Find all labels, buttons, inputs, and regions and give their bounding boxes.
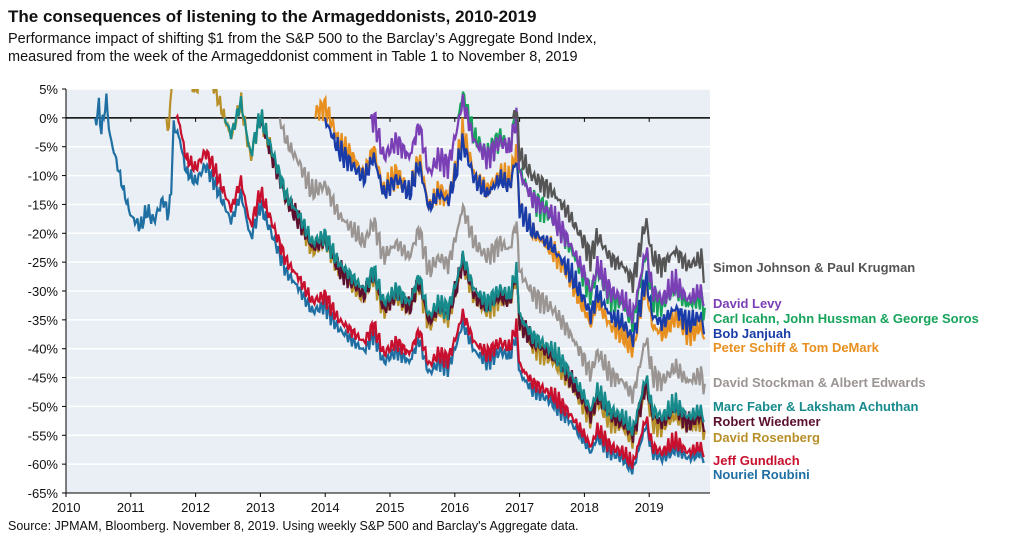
- legend-label: Simon Johnson & Paul Krugman: [713, 260, 915, 275]
- x-tick-label: 2018: [570, 500, 599, 515]
- x-tick-label: 2017: [505, 500, 534, 515]
- x-tick-label: 2010: [52, 500, 81, 515]
- y-tick-label: -60%: [28, 457, 59, 472]
- legend-label: Robert Wiedemer: [713, 414, 821, 429]
- x-tick-label: 2013: [246, 500, 275, 515]
- x-tick-label: 2011: [117, 500, 145, 515]
- y-tick-label: -15%: [28, 197, 59, 212]
- y-tick-label: -45%: [28, 371, 59, 386]
- series-line: [175, 113, 705, 470]
- series-line: [324, 117, 706, 348]
- x-tick-label: 2014: [311, 500, 340, 515]
- y-tick-label: -5%: [35, 140, 59, 155]
- series-line: [369, 94, 705, 324]
- x-tick-label: 2015: [376, 500, 405, 515]
- y-tick-label: 5%: [39, 82, 58, 97]
- legend-label: Marc Faber & Laksham Achuthan: [713, 399, 918, 414]
- x-tick-label: 2019: [635, 500, 664, 515]
- chart-subtitle-line-2: measured from the week of the Armageddon…: [8, 49, 578, 65]
- y-tick-label: -20%: [28, 226, 59, 241]
- legend-label: Nouriel Roubini: [713, 467, 810, 482]
- legend-label: Carl Icahn, John Hussman & George Soros: [713, 311, 979, 326]
- chart-subtitle-line-1: Performance impact of shifting $1 from t…: [8, 31, 597, 47]
- y-tick-label: -65%: [28, 486, 59, 501]
- y-tick-label: -55%: [28, 428, 59, 443]
- y-tick-label: -35%: [28, 313, 59, 328]
- legend-label: David Levy: [713, 296, 782, 311]
- legend-label: Bob Janjuah: [713, 326, 791, 341]
- legend-label: David Rosenberg: [713, 430, 820, 445]
- series-line: [512, 110, 705, 293]
- series-line: [278, 117, 706, 404]
- x-tick-label: 2012: [181, 500, 210, 515]
- y-tick-label: -40%: [28, 342, 59, 357]
- x-tick-label: 2016: [440, 500, 469, 515]
- y-tick-label: -10%: [28, 169, 59, 184]
- y-tick-label: -50%: [28, 399, 59, 414]
- chart-title: The consequences of listening to the Arm…: [8, 7, 537, 26]
- legend-label: Jeff Gundlach: [713, 453, 800, 468]
- legend-label: David Stockman & Albert Edwards: [713, 375, 926, 390]
- series-line: [223, 95, 705, 437]
- y-tick-label: 0%: [39, 111, 58, 126]
- y-tick-label: -30%: [28, 284, 59, 299]
- legend-label: Peter Schiff & Tom DeMark: [713, 340, 880, 355]
- chart-source: Source: JPMAM, Bloomberg. November 8, 20…: [8, 519, 579, 533]
- series-line: [94, 93, 705, 475]
- y-tick-label: -25%: [28, 255, 59, 270]
